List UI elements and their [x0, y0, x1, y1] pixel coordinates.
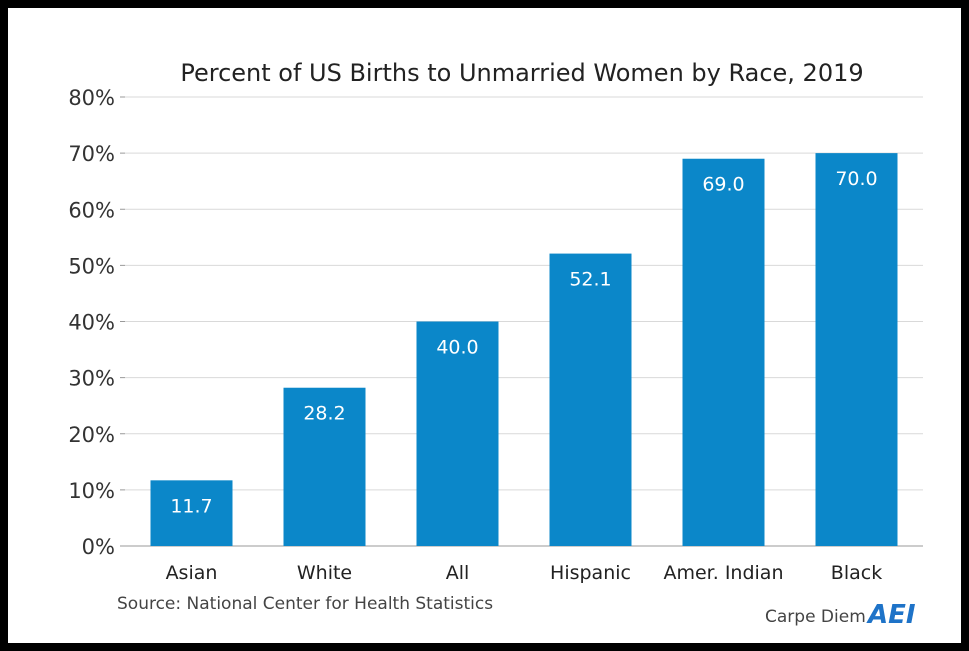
y-tick-label: 0% — [82, 535, 115, 559]
brand-name: Carpe Diem — [765, 607, 866, 627]
y-tick-label: 30% — [68, 367, 115, 391]
bar-asian — [150, 480, 233, 546]
chart-frame: Percent of US Births to Unmarried Women … — [8, 8, 961, 643]
y-tick-label: 20% — [68, 423, 115, 447]
bar-value-label: 11.7 — [170, 495, 212, 517]
x-tick-label: Black — [831, 562, 882, 584]
x-tick-label: White — [297, 562, 352, 584]
bar-value-label: 70.0 — [835, 168, 877, 190]
bars: 11.7 28.2 40.0 52.1 69.0 70.0 — [150, 153, 898, 547]
bar-value-label: 40.0 — [436, 337, 478, 359]
y-tick-label: 40% — [68, 311, 115, 335]
bar-black — [815, 153, 898, 546]
y-tick-label: 60% — [68, 198, 115, 222]
bar-all — [416, 321, 499, 546]
x-tick-label: All — [446, 562, 470, 584]
bar-hispanic — [549, 253, 632, 546]
bar-value-label: 52.1 — [569, 269, 611, 291]
x-tick-label: Asian — [166, 562, 218, 584]
bar-value-label: 28.2 — [303, 403, 345, 425]
bar-value-label: 69.0 — [702, 174, 744, 196]
x-tick-label: Amer. Indian — [663, 562, 783, 584]
x-tick-label: Hispanic — [550, 562, 631, 584]
aei-logo: AEI — [866, 600, 916, 630]
bar-white — [283, 387, 366, 546]
y-tick-label: 10% — [68, 479, 115, 503]
x-axis-labels: Asian White All Hispanic Amer. Indian Black — [166, 562, 883, 584]
chart-title: Percent of US Births to Unmarried Women … — [180, 59, 863, 87]
bar-chart: Percent of US Births to Unmarried Women … — [68, 59, 923, 630]
gridlines — [125, 96, 923, 547]
y-tick-label: 50% — [68, 254, 115, 278]
bar-amer-indian — [682, 158, 765, 547]
y-axis-ticks: 0% 10% 20% 30% 40% 50% 60% 70% 80% — [68, 86, 125, 559]
y-tick-label: 70% — [68, 142, 115, 166]
source-note: Source: National Center for Health Stati… — [117, 594, 493, 614]
y-tick-label: 80% — [68, 86, 115, 110]
